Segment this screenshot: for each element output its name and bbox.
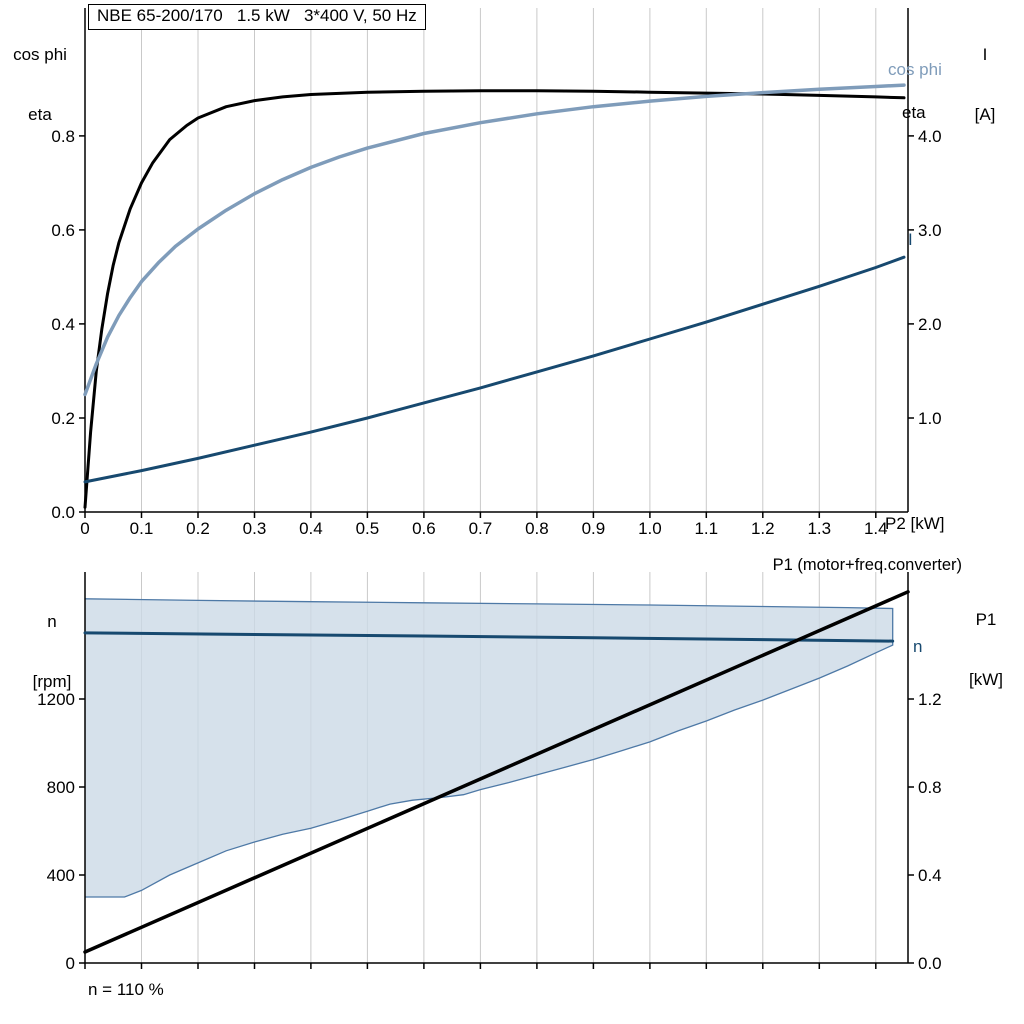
- right-tick-label: 4.0: [918, 127, 942, 146]
- x-tick-label: 0.2: [186, 519, 210, 538]
- speed-range-envelope-area: [85, 598, 893, 897]
- left-tick-label: 1200: [37, 690, 75, 709]
- x-tick-label: 0.4: [299, 519, 323, 538]
- speed-series-label: n: [913, 637, 923, 656]
- top-chart: 0 0.1 0.2 0.3 0.4 0.5 0.6 0.7 0.8 0.9 1.0 1.1 1.2 1.3…: [51, 8, 942, 538]
- speed-axis-title-line2: [rpm]: [32, 672, 72, 691]
- x-tick-label: 1.2: [751, 519, 775, 538]
- left-tick-label: 0.6: [51, 221, 75, 240]
- x-tick-label: 1.0: [638, 519, 662, 538]
- right-tick-label: 0.0: [918, 954, 942, 973]
- right-tick-label: 3.0: [918, 221, 942, 240]
- left-tick-label: 0: [66, 954, 75, 973]
- right-tick-label: 0.8: [918, 778, 942, 797]
- i-curve: [83, 255, 906, 484]
- x-tick-label: 1.1: [694, 519, 718, 538]
- eta-curve: [83, 89, 906, 509]
- left-tick-label: 0.8: [51, 127, 75, 146]
- left-tick-label: 0.2: [51, 409, 75, 428]
- speed-axis-title-line1: n: [47, 612, 57, 631]
- x-tick-label: 1.4: [864, 519, 888, 538]
- cos-phi-eta-axis-title-line1: cos phi: [13, 45, 67, 64]
- current-axis-title-line2: [A]: [974, 105, 996, 124]
- eta-series-label: eta: [902, 103, 926, 122]
- left-tick-label: 400: [47, 866, 75, 885]
- x-tick-label: 0.9: [582, 519, 606, 538]
- current-series-label: I: [908, 230, 913, 249]
- x-axis-unit-label: P2 [kW]: [885, 514, 945, 533]
- left-tick-label: 0.0: [51, 503, 75, 522]
- x-tick-label: 0.6: [412, 519, 436, 538]
- cos-phi-curve: [83, 83, 906, 397]
- x-tick-label: 0.8: [525, 519, 549, 538]
- p1-axis-title-line2: [kW]: [969, 670, 1003, 689]
- x-tick-label: 0.7: [469, 519, 493, 538]
- speed-range-envelope-edge: [84, 598, 894, 898]
- x-tick-label: 0.5: [356, 519, 380, 538]
- cos-phi-series-label: cos phi: [888, 60, 942, 79]
- right-tick-label: 1.0: [918, 409, 942, 428]
- right-tick-label: 2.0: [918, 315, 942, 334]
- bottom-chart: 0 400 800 1200 0.0 0.4 0.8 1.2: [37, 572, 942, 973]
- speed-percentage-annotation: n = 110 %: [88, 980, 164, 999]
- bottom-left-axis-title: n [rpm]: [24, 572, 80, 732]
- x-tick-label: 1.3: [807, 519, 831, 538]
- cos-phi-eta-axis-title-line2: eta: [28, 105, 52, 124]
- x-tick-label: 0: [80, 519, 89, 538]
- left-tick-label: 800: [47, 778, 75, 797]
- right-tick-label: 0.4: [918, 866, 942, 885]
- top-right-axis-title: I [A]: [960, 5, 1010, 165]
- right-tick-label: 1.2: [918, 690, 942, 709]
- top-left-axis-title: cos phi eta: [4, 5, 76, 165]
- p1-axis-title-line1: P1: [975, 610, 997, 629]
- x-tick-label: 0.3: [243, 519, 267, 538]
- left-tick-label: 0.4: [51, 315, 75, 334]
- p1-series-label: P1 (motor+freq.converter): [772, 556, 962, 574]
- x-tick-label: 0.1: [130, 519, 154, 538]
- p1-motor-freq-converter-curve: [83, 590, 910, 954]
- current-axis-title-line1: I: [982, 45, 988, 64]
- chart-title-box: NBE 65-200/170 1.5 kW 3*400 V, 50 Hz: [88, 4, 426, 30]
- n-curve: [83, 631, 895, 643]
- bottom-right-axis-title: P1 [kW]: [960, 570, 1012, 730]
